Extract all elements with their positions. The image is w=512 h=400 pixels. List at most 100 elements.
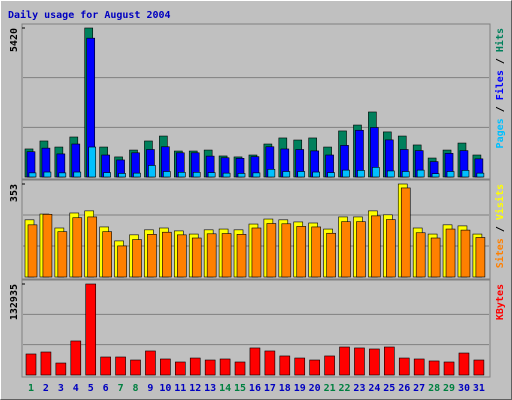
bar bbox=[57, 231, 68, 278]
bar bbox=[327, 172, 335, 178]
bar bbox=[281, 223, 292, 278]
bar bbox=[341, 221, 351, 278]
x-tick-label: 30 bbox=[458, 383, 470, 394]
bar bbox=[28, 172, 37, 178]
bar bbox=[267, 169, 276, 178]
bar bbox=[461, 170, 470, 178]
legend-separator: / bbox=[495, 52, 506, 70]
x-tick-label: 1 bbox=[28, 383, 34, 394]
bar bbox=[147, 234, 157, 278]
legend-entry: Hits bbox=[494, 28, 506, 52]
legend-entry: Pages bbox=[495, 118, 506, 148]
bar bbox=[55, 362, 67, 376]
bar bbox=[85, 283, 97, 376]
x-tick-label: 3 bbox=[58, 383, 64, 394]
legend-separator: / bbox=[495, 100, 506, 118]
bar bbox=[163, 171, 171, 178]
bar bbox=[204, 359, 216, 376]
bar bbox=[355, 129, 364, 178]
bar bbox=[372, 167, 380, 178]
bar bbox=[73, 171, 82, 178]
bar bbox=[207, 172, 216, 178]
bar bbox=[473, 359, 485, 376]
bar bbox=[476, 172, 485, 178]
bar bbox=[357, 170, 365, 178]
bar bbox=[189, 357, 201, 376]
bar bbox=[191, 237, 202, 278]
bar bbox=[72, 217, 83, 278]
y-tick-label: 353 bbox=[9, 184, 20, 202]
x-tick-label: 20 bbox=[309, 383, 321, 394]
y-tick-label: 5420 bbox=[9, 28, 20, 52]
bar bbox=[40, 351, 52, 376]
bar bbox=[413, 358, 425, 376]
x-tick-label: 29 bbox=[443, 383, 455, 394]
x-tick-label: 21 bbox=[324, 383, 336, 394]
bar bbox=[445, 228, 456, 278]
x-tick-label: 25 bbox=[383, 383, 395, 394]
bar bbox=[252, 172, 261, 178]
x-tick-label: 17 bbox=[264, 383, 276, 394]
legend-entry: Files bbox=[494, 70, 506, 100]
legend-separator: / bbox=[495, 220, 506, 238]
bar bbox=[87, 216, 98, 278]
bar bbox=[282, 171, 291, 178]
bar bbox=[430, 237, 441, 278]
bar bbox=[58, 172, 67, 178]
bar bbox=[148, 165, 156, 178]
bar bbox=[354, 347, 365, 376]
x-tick-label: 19 bbox=[294, 383, 306, 394]
x-tick-label: 9 bbox=[147, 383, 153, 394]
bar bbox=[309, 359, 320, 376]
bar bbox=[133, 172, 141, 178]
legend-entry: Sites bbox=[494, 238, 506, 268]
bar bbox=[88, 146, 97, 178]
bar bbox=[326, 232, 336, 278]
bar bbox=[369, 348, 380, 376]
bar bbox=[206, 233, 217, 278]
x-tick-label: 23 bbox=[353, 383, 365, 394]
bar bbox=[219, 358, 231, 376]
bar bbox=[339, 346, 350, 376]
bar bbox=[102, 231, 112, 278]
x-tick-label: 10 bbox=[159, 383, 171, 394]
bar bbox=[428, 360, 440, 376]
bar bbox=[431, 173, 440, 178]
bar bbox=[371, 215, 381, 278]
bar bbox=[237, 173, 246, 178]
legend-entry: KBytes bbox=[495, 284, 506, 320]
bar bbox=[416, 169, 425, 178]
bar bbox=[264, 350, 276, 376]
bar bbox=[401, 171, 410, 178]
bar bbox=[100, 356, 111, 376]
bar bbox=[460, 229, 471, 278]
x-tick-label: 4 bbox=[73, 383, 79, 394]
bar bbox=[178, 172, 186, 178]
bar bbox=[175, 361, 186, 376]
bar bbox=[236, 234, 247, 278]
bar bbox=[249, 347, 261, 376]
bar bbox=[356, 221, 366, 278]
bar bbox=[42, 213, 53, 278]
bar bbox=[115, 356, 126, 376]
x-tick-label: 16 bbox=[249, 383, 261, 394]
bar bbox=[342, 169, 350, 178]
x-tick-label: 24 bbox=[368, 383, 380, 394]
legend: Pages / Files / Hits bbox=[494, 28, 506, 148]
bar bbox=[446, 171, 455, 178]
bar bbox=[117, 245, 127, 278]
bar bbox=[312, 171, 320, 178]
bar bbox=[294, 357, 306, 376]
bar bbox=[130, 359, 141, 376]
bar bbox=[475, 237, 486, 278]
x-tick-label: 12 bbox=[189, 383, 201, 394]
x-tick-label: 15 bbox=[234, 383, 246, 394]
bar bbox=[415, 232, 426, 278]
bar bbox=[103, 172, 111, 178]
x-tick-label: 13 bbox=[204, 383, 216, 394]
bar bbox=[324, 355, 335, 376]
bar bbox=[118, 173, 126, 178]
y-tick-label: 132935 bbox=[9, 284, 20, 320]
x-tick-label: 18 bbox=[279, 383, 291, 394]
